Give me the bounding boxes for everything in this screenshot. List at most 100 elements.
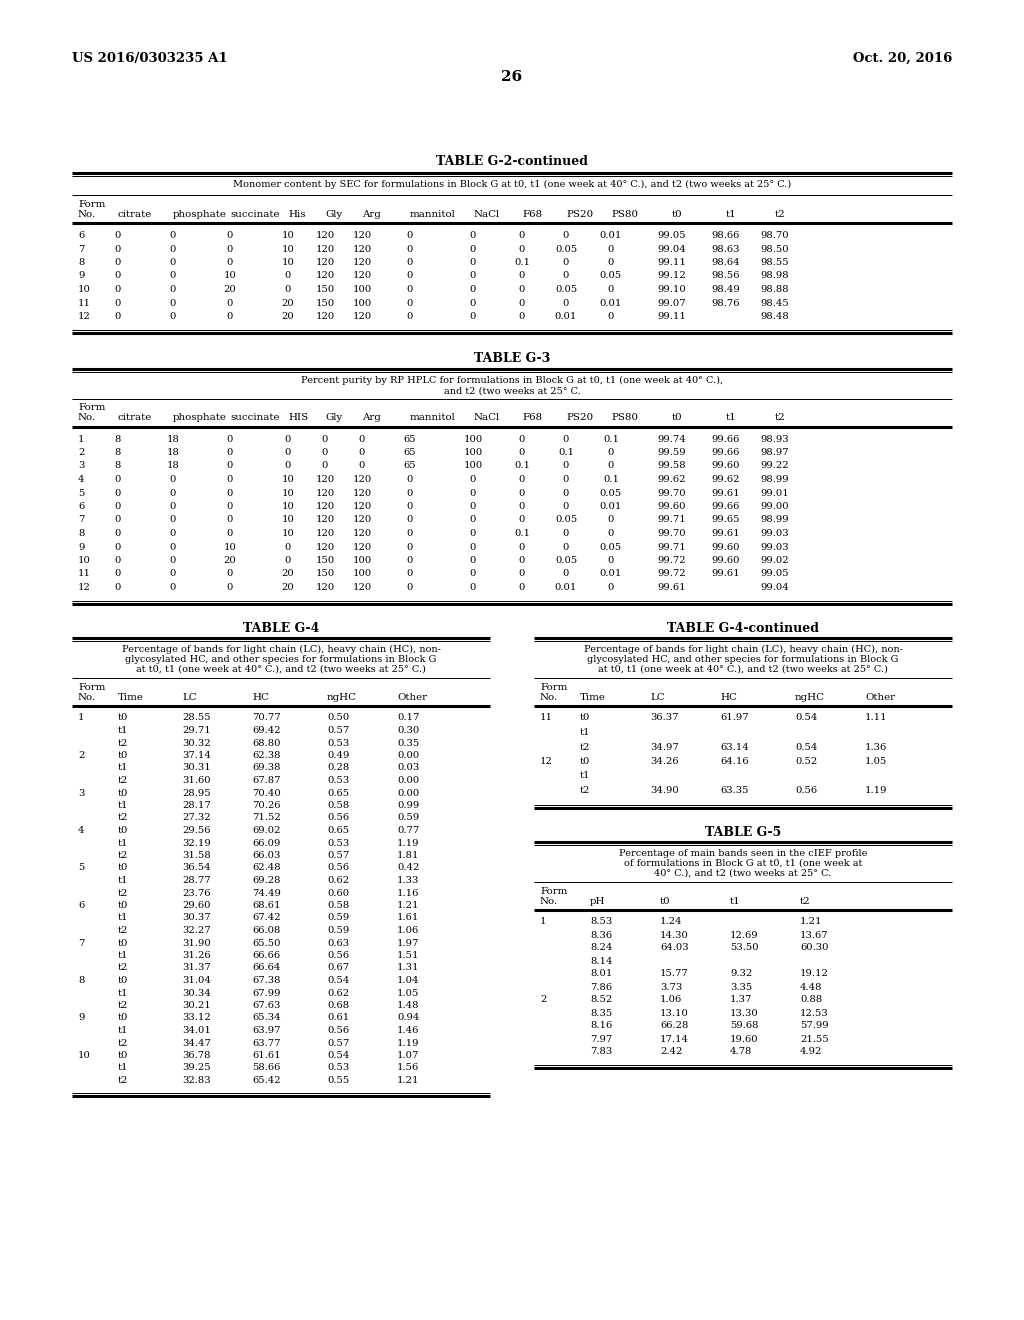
Text: t1: t1	[580, 729, 591, 737]
Text: 0.01: 0.01	[555, 312, 578, 321]
Text: 120: 120	[315, 312, 335, 321]
Text: 32.83: 32.83	[182, 1076, 211, 1085]
Text: 12.69: 12.69	[730, 931, 759, 940]
Text: 0: 0	[226, 257, 233, 267]
Text: 0: 0	[608, 285, 614, 294]
Text: 100: 100	[352, 285, 372, 294]
Text: 0.1: 0.1	[558, 447, 574, 457]
Text: 100: 100	[352, 556, 372, 565]
Text: 28.55: 28.55	[182, 714, 211, 722]
Text: 7.86: 7.86	[590, 982, 612, 991]
Text: 0.42: 0.42	[397, 863, 420, 873]
Text: 99.12: 99.12	[657, 272, 686, 281]
Text: 0: 0	[115, 257, 121, 267]
Text: Percentage of main bands seen in the cIEF profile: Percentage of main bands seen in the cIE…	[618, 849, 867, 858]
Text: 70.77: 70.77	[252, 714, 281, 722]
Text: 12: 12	[78, 312, 91, 321]
Text: 31.60: 31.60	[182, 776, 211, 785]
Text: 0: 0	[170, 543, 176, 552]
Text: No.: No.	[540, 693, 558, 701]
Text: 0.28: 0.28	[327, 763, 349, 772]
Text: 57.99: 57.99	[800, 1022, 828, 1031]
Text: t1: t1	[580, 771, 591, 780]
Text: 0: 0	[226, 529, 233, 539]
Text: 0.56: 0.56	[327, 1026, 349, 1035]
Text: 0.01: 0.01	[600, 569, 623, 578]
Text: 7: 7	[78, 244, 84, 253]
Text: 6: 6	[78, 231, 84, 240]
Text: mannitol: mannitol	[410, 413, 456, 422]
Text: 66.08: 66.08	[252, 927, 281, 935]
Text: 0.1: 0.1	[514, 462, 530, 470]
Text: 0.54: 0.54	[327, 975, 349, 985]
Text: 0: 0	[115, 475, 121, 484]
Text: 65: 65	[403, 434, 417, 444]
Text: 0: 0	[170, 516, 176, 524]
Text: 8.36: 8.36	[590, 931, 612, 940]
Text: 30.37: 30.37	[182, 913, 211, 923]
Text: 59.68: 59.68	[730, 1022, 759, 1031]
Text: 61.97: 61.97	[720, 714, 749, 722]
Text: t2: t2	[580, 742, 591, 751]
Text: 69.38: 69.38	[252, 763, 281, 772]
Text: t1: t1	[726, 413, 736, 422]
Text: PS80: PS80	[611, 210, 638, 219]
Text: t2: t2	[118, 776, 128, 785]
Text: 0.88: 0.88	[800, 995, 822, 1005]
Text: Form: Form	[540, 682, 567, 692]
Text: t1: t1	[118, 950, 128, 960]
Text: 0.54: 0.54	[327, 1051, 349, 1060]
Text: t1: t1	[118, 1064, 128, 1072]
Text: 120: 120	[315, 529, 335, 539]
Text: 20: 20	[282, 569, 294, 578]
Text: 65.42: 65.42	[252, 1076, 281, 1085]
Text: 4: 4	[78, 475, 85, 484]
Text: 1.36: 1.36	[865, 742, 887, 751]
Text: 65: 65	[403, 462, 417, 470]
Text: t0: t0	[118, 826, 128, 836]
Text: 120: 120	[352, 516, 372, 524]
Text: t0: t0	[118, 751, 128, 760]
Text: 66.03: 66.03	[252, 851, 281, 861]
Text: 2: 2	[78, 447, 84, 457]
Text: 0: 0	[226, 434, 233, 444]
Text: 10: 10	[282, 502, 295, 511]
Text: 0: 0	[115, 556, 121, 565]
Text: 99.61: 99.61	[657, 583, 686, 591]
Text: 0.56: 0.56	[327, 813, 349, 822]
Text: 0: 0	[170, 556, 176, 565]
Text: 120: 120	[352, 257, 372, 267]
Text: 0: 0	[519, 447, 525, 457]
Text: 10: 10	[223, 272, 237, 281]
Text: 0.57: 0.57	[327, 851, 349, 861]
Text: 0: 0	[226, 244, 233, 253]
Text: 0: 0	[563, 569, 569, 578]
Text: 1.19: 1.19	[397, 1039, 420, 1048]
Text: 0: 0	[407, 543, 414, 552]
Text: 0.52: 0.52	[795, 756, 817, 766]
Text: 0: 0	[170, 569, 176, 578]
Text: 0: 0	[358, 462, 366, 470]
Text: No.: No.	[540, 896, 558, 906]
Text: 0: 0	[470, 298, 476, 308]
Text: t2: t2	[118, 964, 128, 973]
Text: 17.14: 17.14	[660, 1035, 689, 1044]
Text: t1: t1	[118, 801, 128, 810]
Text: 0: 0	[519, 583, 525, 591]
Text: 0.01: 0.01	[600, 298, 623, 308]
Text: 0: 0	[563, 488, 569, 498]
Text: 100: 100	[464, 462, 482, 470]
Text: t1: t1	[118, 876, 128, 884]
Text: phosphate: phosphate	[173, 413, 227, 422]
Text: 98.64: 98.64	[712, 257, 740, 267]
Text: 32.27: 32.27	[182, 927, 211, 935]
Text: 28.77: 28.77	[182, 876, 211, 884]
Text: 0: 0	[322, 434, 328, 444]
Text: 70.40: 70.40	[252, 788, 281, 797]
Text: 150: 150	[315, 285, 335, 294]
Text: 37.14: 37.14	[182, 751, 211, 760]
Text: t2: t2	[775, 413, 785, 422]
Text: 10: 10	[282, 257, 295, 267]
Text: 0: 0	[115, 285, 121, 294]
Text: 36.78: 36.78	[182, 1051, 211, 1060]
